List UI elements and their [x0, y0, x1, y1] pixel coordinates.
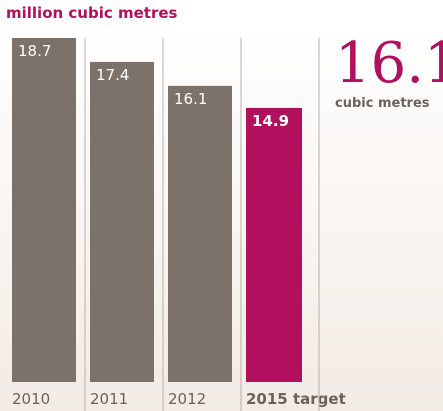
- value-label: 17.4: [96, 66, 129, 84]
- value-label: 14.9: [252, 112, 289, 130]
- annotation-unit: cubic metres: [335, 96, 430, 111]
- value-label: 18.7: [18, 42, 51, 60]
- annotation-value: 16.1: [335, 31, 443, 96]
- x-tick-label: 2011: [90, 390, 128, 408]
- bar: [12, 38, 76, 382]
- x-tick-label: 2010: [12, 390, 50, 408]
- bar: [168, 85, 232, 382]
- value-label: 16.1: [174, 90, 207, 108]
- chart-title: million cubic metres: [6, 4, 178, 22]
- bar: [246, 107, 302, 382]
- x-tick-label: 2012: [168, 390, 206, 408]
- bar: [90, 61, 154, 383]
- x-tick-label: 2015 target: [246, 390, 346, 408]
